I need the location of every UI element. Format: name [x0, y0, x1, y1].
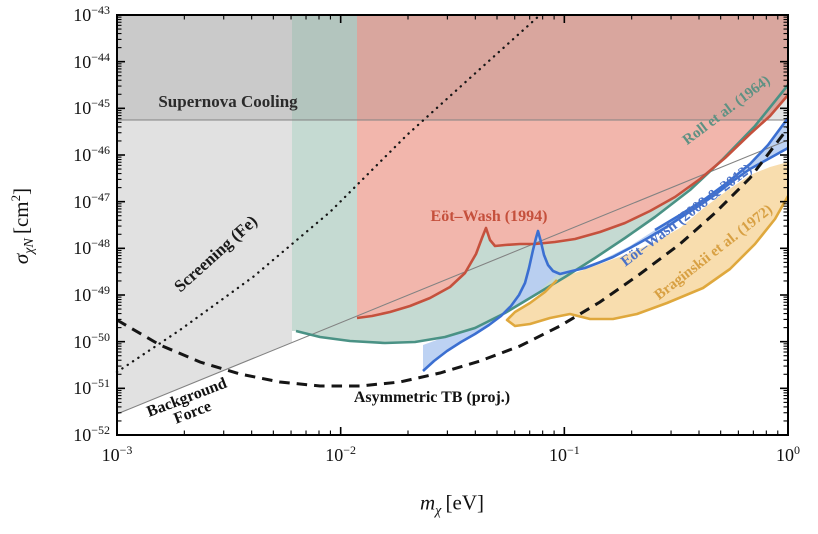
eotwash94-region	[357, 15, 788, 318]
background-force-line	[116, 139, 789, 415]
y-tick-label: 10−44	[73, 49, 110, 72]
asymmetric-tb-dashed-line	[116, 127, 790, 388]
eotwash2008-curve	[654, 117, 790, 232]
braginskii-region	[507, 162, 788, 326]
screening-dotted-line	[115, 13, 542, 374]
supernova-region	[117, 15, 788, 120]
x-axis-label: mχ [eV]	[419, 490, 485, 519]
y-tick-label: 10−43	[73, 3, 110, 25]
y-tick-label: 10−49	[73, 283, 110, 305]
asymmetric-tb-label: Asymmetric TB (proj.)	[353, 389, 511, 406]
y-tick-label: 10−52	[73, 423, 110, 445]
y-tick-label: 10−45	[73, 96, 110, 119]
supernova-cooling-label: Supernova Cooling	[158, 92, 298, 111]
axes-frame	[116, 14, 789, 436]
x-tick-label: 10−3	[101, 443, 133, 465]
eotwash2012-curve	[422, 146, 789, 372]
y-tick-label: 10−47	[73, 189, 110, 212]
eotwash94-curve	[356, 94, 789, 320]
braginskii-curve	[505, 195, 790, 328]
x-tick-label: 10−2	[325, 443, 357, 465]
y-tick-label: 10−50	[73, 329, 110, 352]
screening-region	[117, 15, 292, 414]
x-tick-label: 10−1	[548, 443, 580, 465]
y-tick-label: 10−51	[73, 376, 110, 399]
x-tick-label: 100	[776, 443, 800, 465]
y-tick-label: 10−48	[73, 236, 110, 259]
y-tick-label: 10−46	[73, 143, 110, 165]
eotwash-1994-label: Eöt–Wash (1994)	[430, 208, 548, 225]
